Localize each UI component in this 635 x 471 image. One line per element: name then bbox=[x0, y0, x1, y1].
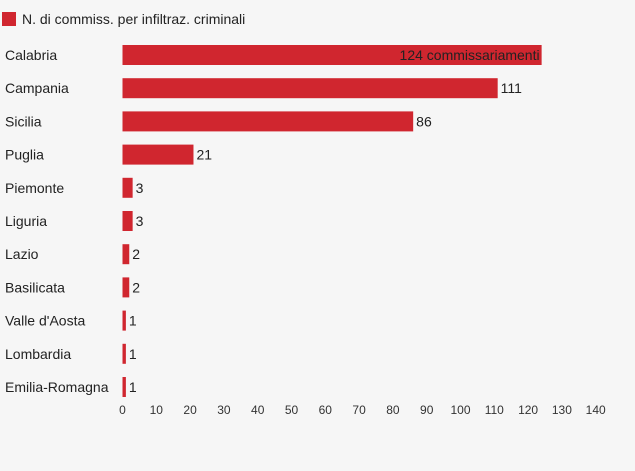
value-label: 1 bbox=[129, 379, 137, 395]
category-label: Liguria bbox=[5, 213, 47, 229]
x-tick-label: 0 bbox=[119, 403, 126, 417]
value-label: 111 bbox=[501, 80, 522, 96]
category-label: Emilia-Romagna bbox=[5, 379, 109, 395]
value-label: 21 bbox=[196, 147, 212, 163]
value-label: 1 bbox=[129, 313, 137, 329]
x-tick-label: 50 bbox=[285, 403, 299, 417]
x-tick-label: 60 bbox=[319, 403, 333, 417]
bar-sicilia bbox=[122, 111, 414, 132]
value-label: 86 bbox=[416, 113, 432, 129]
bar-basilicata bbox=[122, 277, 130, 298]
category-label: Calabria bbox=[5, 47, 57, 63]
bar-lazio bbox=[122, 244, 130, 265]
bar-liguria bbox=[122, 211, 133, 231]
x-tick-label: 40 bbox=[251, 403, 265, 417]
bar-emilia-romagna bbox=[122, 377, 126, 397]
bar-campania bbox=[122, 78, 498, 99]
x-tick-label: 110 bbox=[485, 403, 504, 417]
x-tick-label: 70 bbox=[352, 403, 366, 417]
legend-swatch bbox=[2, 12, 16, 26]
category-label: Sicilia bbox=[5, 113, 42, 129]
category-label: Campania bbox=[5, 80, 69, 96]
x-tick-label: 120 bbox=[518, 403, 538, 417]
bar-puglia bbox=[122, 144, 194, 165]
bar-lombardia bbox=[122, 343, 126, 364]
legend-label: N. di commiss. per infiltraz. criminali bbox=[22, 11, 245, 27]
x-tick-label: 140 bbox=[586, 403, 606, 417]
bar-valle-d-aosta bbox=[122, 310, 126, 331]
value-label: 3 bbox=[136, 180, 144, 196]
x-tick-label: 80 bbox=[386, 403, 400, 417]
category-label: Puglia bbox=[5, 147, 44, 163]
x-axis: 0 10 20 30 40 50 60 70 80 90 100 110 120 130 140 bbox=[119, 403, 606, 417]
category-label: Basilicata bbox=[5, 279, 65, 295]
x-tick-label: 90 bbox=[420, 403, 434, 417]
value-label: 2 bbox=[132, 246, 140, 262]
value-label: 1 bbox=[129, 346, 137, 362]
x-tick-label: 30 bbox=[217, 403, 231, 417]
bars-group bbox=[122, 45, 542, 397]
value-label: 2 bbox=[132, 279, 140, 295]
bar-calabria bbox=[122, 45, 542, 65]
category-labels: Calabria Campania Sicilia Puglia Piemonte Lig… bbox=[5, 47, 109, 395]
bar-piemonte bbox=[122, 177, 133, 198]
x-tick-label: 130 bbox=[552, 403, 572, 417]
value-label: 124 commissariamenti bbox=[400, 47, 540, 63]
legend: N. di commiss. per infiltraz. criminali bbox=[2, 11, 245, 27]
category-label: Lazio bbox=[5, 246, 39, 262]
category-label: Lombardia bbox=[5, 346, 71, 362]
category-label: Valle d'Aosta bbox=[5, 313, 85, 329]
x-tick-label: 10 bbox=[150, 403, 164, 417]
category-label: Piemonte bbox=[5, 180, 64, 196]
x-tick-label: 100 bbox=[450, 403, 470, 417]
x-tick-label: 20 bbox=[183, 403, 197, 417]
value-label: 3 bbox=[136, 213, 144, 229]
